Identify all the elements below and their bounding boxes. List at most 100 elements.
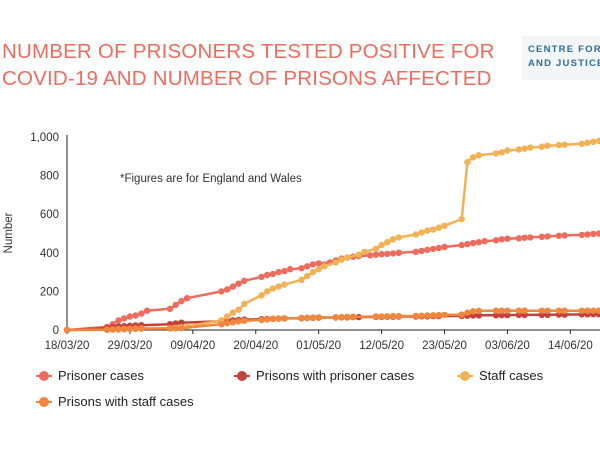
data-point — [470, 154, 476, 160]
data-point — [310, 314, 316, 320]
data-point — [304, 273, 310, 279]
x-tick-label: 09/04/20 — [170, 340, 215, 352]
data-point — [430, 246, 436, 252]
x-tick-label: 23/05/20 — [422, 340, 467, 352]
data-point — [476, 308, 482, 314]
data-point — [132, 326, 138, 332]
data-point — [504, 236, 510, 242]
data-point — [584, 140, 590, 146]
data-point — [459, 216, 465, 222]
data-point — [596, 138, 600, 144]
data-point — [338, 256, 344, 262]
data-point — [344, 254, 350, 260]
data-point — [275, 283, 281, 289]
x-tick-label: 18/03/20 — [45, 340, 90, 352]
x-tick-label: 12/05/20 — [359, 340, 404, 352]
data-point — [424, 312, 430, 318]
y-tick-label: 0 — [53, 325, 59, 337]
data-point — [384, 313, 390, 319]
y-tick-label: 600 — [40, 209, 59, 221]
data-point — [596, 230, 600, 236]
line-chart: 0 200 400 600 800 1,000 Number 18/03/20 29/03/20… — [0, 0, 600, 365]
data-point — [521, 145, 527, 151]
y-axis-label: Number — [3, 212, 15, 253]
data-point — [499, 149, 505, 155]
data-point — [235, 307, 241, 313]
legend-marker-icon — [457, 371, 473, 381]
data-point — [499, 308, 505, 314]
data-point — [310, 269, 316, 275]
data-point — [499, 236, 505, 242]
data-point — [115, 326, 121, 332]
data-point — [561, 142, 567, 148]
data-point — [441, 312, 447, 318]
x-tick-label: 03/06/20 — [485, 340, 530, 352]
data-point — [218, 321, 224, 327]
y-tick-label: 1,000 — [30, 132, 59, 144]
data-point — [275, 315, 281, 321]
data-point — [441, 223, 447, 229]
data-point — [264, 272, 270, 278]
data-point — [413, 231, 419, 237]
data-point — [527, 144, 533, 150]
data-point — [258, 292, 264, 298]
data-point — [173, 325, 179, 331]
data-point — [110, 326, 116, 332]
data-point — [264, 288, 270, 294]
data-point — [373, 313, 379, 319]
data-point — [556, 142, 562, 148]
data-point — [241, 301, 247, 307]
data-point — [127, 326, 133, 332]
data-point — [459, 311, 465, 317]
data-point — [64, 327, 70, 333]
data-point — [270, 316, 276, 322]
data-point — [235, 318, 241, 324]
data-point — [333, 314, 339, 320]
y-tick-label: 800 — [40, 171, 59, 183]
data-point — [178, 325, 184, 331]
data-point — [144, 308, 150, 314]
data-point — [230, 309, 236, 315]
x-tick-label: 01/05/20 — [296, 340, 341, 352]
data-point — [138, 310, 144, 316]
legend-item: Prisons with prisoner cases — [234, 368, 414, 383]
data-point — [470, 240, 476, 246]
data-point — [132, 312, 138, 318]
data-point — [367, 252, 373, 258]
data-point — [516, 235, 522, 241]
data-point — [178, 298, 184, 304]
data-point — [138, 325, 144, 331]
data-point — [396, 234, 402, 240]
data-point — [396, 250, 402, 256]
x-tick-label: 20/04/20 — [233, 340, 278, 352]
data-point — [424, 227, 430, 233]
data-point — [441, 244, 447, 250]
data-point — [281, 315, 287, 321]
legend-item: Staff cases — [457, 368, 543, 383]
data-point — [504, 147, 510, 153]
data-point — [167, 306, 173, 312]
data-point — [436, 312, 442, 318]
data-point — [218, 288, 224, 294]
data-point — [493, 150, 499, 156]
data-point — [418, 313, 424, 319]
data-point — [418, 229, 424, 235]
data-point — [556, 308, 562, 314]
data-point — [504, 308, 510, 314]
chart-annotation: *Figures are for England and Wales — [120, 173, 302, 185]
data-point — [167, 325, 173, 331]
data-point — [378, 242, 384, 248]
legend-marker-icon — [36, 371, 52, 381]
data-point — [418, 248, 424, 254]
data-point — [459, 242, 465, 248]
data-point — [430, 226, 436, 232]
data-point — [493, 237, 499, 243]
data-point — [333, 259, 339, 265]
data-point — [298, 315, 304, 321]
data-point — [224, 313, 230, 319]
data-point — [258, 274, 264, 280]
data-point — [464, 241, 470, 247]
data-point — [590, 139, 596, 145]
data-point — [396, 313, 402, 319]
data-point — [184, 295, 190, 301]
